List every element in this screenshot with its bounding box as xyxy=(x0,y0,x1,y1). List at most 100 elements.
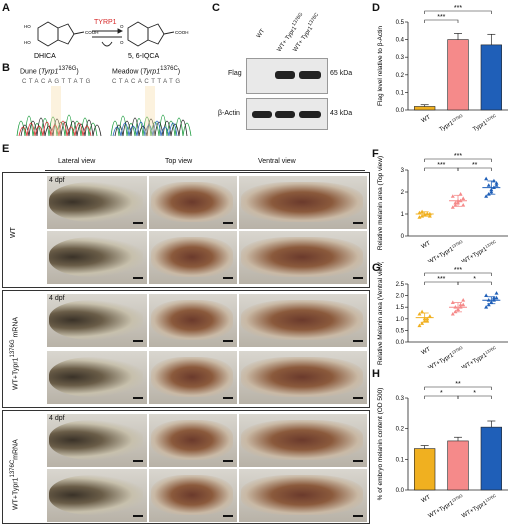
y-tick-label: 0.1 xyxy=(396,90,405,96)
sig-label: *** xyxy=(454,5,462,12)
y-tick-label: 0.0 xyxy=(396,108,405,114)
data-point xyxy=(461,298,466,302)
category-text: WT+Typr1 xyxy=(461,352,489,368)
fish-shape xyxy=(49,420,143,460)
fish-shape xyxy=(151,237,233,277)
y-tick-label: 0.4 xyxy=(396,38,405,44)
scale-bar xyxy=(353,277,363,279)
fish-shape xyxy=(241,475,363,515)
view-header-top: Top view xyxy=(165,158,193,165)
data-point xyxy=(494,183,499,187)
data-point xyxy=(484,293,489,297)
category-label: WT+Typr11376G xyxy=(426,493,465,520)
row-box-wt xyxy=(2,172,370,288)
scale-bar xyxy=(133,340,143,342)
scale-bar xyxy=(133,460,143,462)
y-tick-label: 2.5 xyxy=(396,282,405,288)
fish-photo xyxy=(46,468,148,523)
category-label: WT+Typr11376C xyxy=(460,345,498,368)
fish-photo xyxy=(238,175,368,230)
chromatogram xyxy=(16,86,192,137)
fish-photo xyxy=(148,468,238,523)
category-sup: 1376G xyxy=(451,493,464,503)
chart-d: 0.0 0.1 0.2 0.3 0.4 0.5 Flag level relative to… xyxy=(377,5,508,133)
data-point xyxy=(425,318,430,323)
fish-photo xyxy=(46,293,148,348)
o-label: O xyxy=(120,24,124,29)
category-label: Typr11376C xyxy=(471,113,498,133)
scale-bar xyxy=(223,340,233,342)
y-tick-label: 0.2 xyxy=(396,73,405,79)
fish-photo xyxy=(238,350,368,405)
y-tick-label: 2.0 xyxy=(396,294,405,300)
fish-photo xyxy=(148,230,238,285)
category-text: WT xyxy=(421,346,432,356)
fish-shape xyxy=(151,300,233,340)
bar xyxy=(480,426,502,491)
scale-bar xyxy=(223,397,233,399)
y-tick-label: 0.5 xyxy=(396,20,405,26)
dpf-label: 4 dpf xyxy=(49,415,65,422)
category-label: WT+Typr11376C xyxy=(460,493,498,520)
panel-label-a: A xyxy=(2,2,10,14)
y-axis-label: Relative Melanin area (Ventral view) xyxy=(377,262,384,365)
data-point xyxy=(420,209,425,214)
col-header-wt: WT xyxy=(256,28,267,40)
panel-label-f: F xyxy=(372,148,379,160)
y-tick-label: 1 xyxy=(401,212,405,218)
ho-label: HO xyxy=(24,40,31,45)
fish-photo xyxy=(148,413,238,468)
category-text: WT+Typr1 xyxy=(427,352,455,368)
fish-shape xyxy=(49,357,143,397)
data-point xyxy=(417,323,422,328)
fish-shape xyxy=(151,475,233,515)
category-sup: 1376G xyxy=(451,345,464,355)
sig-bracket xyxy=(424,386,492,390)
y-tick-label: 3 xyxy=(401,168,405,174)
sig-label: *** xyxy=(437,14,445,21)
y-tick-label: 0.0 xyxy=(396,488,405,494)
sig-bracket xyxy=(424,10,492,14)
fish-shape xyxy=(241,237,363,277)
sig-label: * xyxy=(473,276,476,283)
data-point xyxy=(486,302,491,307)
sig-label: *** xyxy=(454,153,462,160)
category-sup: 1376C xyxy=(484,239,497,249)
sig-label: ** xyxy=(455,381,461,388)
sig-label: * xyxy=(473,390,476,397)
panel-label-d: D xyxy=(372,2,380,14)
blot-column-headers: WT WT+ Typr11376G WT+ Typr11376C xyxy=(250,6,370,58)
scale-bar xyxy=(353,460,363,462)
fish-shape xyxy=(241,357,363,397)
panel-label-c: C xyxy=(212,2,220,14)
sequence-left: CTACAGTTATG xyxy=(22,79,93,85)
category-sup: 1376C xyxy=(484,113,497,123)
fish-shape xyxy=(49,300,143,340)
fish-photo xyxy=(46,230,148,285)
category-sup: 1376G xyxy=(451,239,464,249)
data-point xyxy=(461,203,466,207)
data-point xyxy=(425,316,430,321)
meadow-title: Meadow (Tyrp11376C) xyxy=(112,66,181,76)
scale-bar xyxy=(133,515,143,517)
data-point xyxy=(458,302,463,307)
category-label: WT xyxy=(421,114,432,124)
fish-shape xyxy=(241,182,363,222)
blot-band xyxy=(275,111,295,118)
fish-shape xyxy=(49,182,143,222)
y-tick-label: 2 xyxy=(401,190,405,196)
fish-shape xyxy=(49,237,143,277)
category-text: WT+Typr1 xyxy=(461,500,489,519)
category-label: Typr11376G xyxy=(438,113,465,133)
sig-bracket xyxy=(457,395,492,399)
row-label-1376g: WT+Typr11376G mRNA xyxy=(10,316,20,390)
fish-photo xyxy=(238,468,368,523)
fish-photo xyxy=(148,293,238,348)
scale-bar xyxy=(133,222,143,224)
data-point xyxy=(453,203,458,207)
bar xyxy=(447,440,469,491)
sig-bracket xyxy=(424,272,492,276)
blot-band xyxy=(275,71,295,79)
kda-65: 65 kDa xyxy=(330,70,353,77)
data-point xyxy=(484,194,489,198)
